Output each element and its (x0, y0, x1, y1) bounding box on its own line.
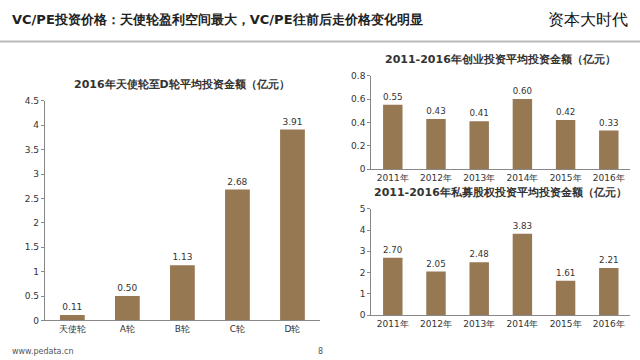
svg-text:0.11: 0.11 (62, 302, 82, 312)
svg-text:1.5: 1.5 (25, 242, 39, 252)
svg-text:www.pedata.cn: www.pedata.cn (12, 347, 73, 356)
svg-text:2013年: 2013年 (463, 319, 495, 329)
svg-text:2.05: 2.05 (426, 259, 445, 269)
svg-text:0.42: 0.42 (556, 107, 575, 117)
svg-text:2016年天使轮至D轮平均投资金额（亿元）: 2016年天使轮至D轮平均投资金额（亿元） (74, 78, 290, 91)
svg-text:B轮: B轮 (175, 324, 190, 334)
svg-text:2: 2 (33, 218, 39, 228)
svg-text:3: 3 (360, 246, 366, 256)
svg-text:5: 5 (360, 204, 366, 214)
svg-text:2.5: 2.5 (25, 194, 39, 204)
svg-text:C轮: C轮 (230, 324, 245, 334)
svg-text:0.2: 0.2 (351, 141, 365, 151)
svg-text:2014年: 2014年 (506, 319, 538, 329)
svg-text:2.21: 2.21 (599, 255, 618, 265)
svg-text:4.5: 4.5 (25, 96, 39, 106)
svg-text:天使轮: 天使轮 (59, 324, 86, 334)
svg-text:0.60: 0.60 (513, 86, 532, 96)
svg-text:2011-2016年私募股权投资平均投资金额（亿元）: 2011-2016年私募股权投资平均投资金额（亿元） (374, 186, 627, 199)
svg-text:2011年: 2011年 (377, 173, 409, 183)
svg-text:1.61: 1.61 (556, 268, 575, 278)
svg-text:3.5: 3.5 (25, 145, 39, 155)
svg-text:2013年: 2013年 (463, 173, 495, 183)
svg-text:0: 0 (33, 316, 39, 326)
svg-text:0.4: 0.4 (351, 118, 366, 128)
svg-text:0.43: 0.43 (426, 106, 445, 116)
svg-text:3.91: 3.91 (282, 117, 302, 127)
svg-text:2011年: 2011年 (377, 319, 409, 329)
svg-text:2016年: 2016年 (593, 319, 625, 329)
svg-text:2.68: 2.68 (227, 177, 247, 187)
svg-text:2014年: 2014年 (506, 173, 538, 183)
svg-text:0.8: 0.8 (351, 71, 366, 81)
svg-text:D轮: D轮 (285, 324, 301, 334)
svg-text:0.55: 0.55 (383, 92, 402, 102)
svg-text:2: 2 (360, 268, 366, 278)
svg-text:3.83: 3.83 (513, 221, 532, 231)
svg-text:0: 0 (360, 164, 366, 174)
svg-text:0.5: 0.5 (25, 291, 39, 301)
svg-text:0.6: 0.6 (351, 94, 366, 104)
svg-text:2015年: 2015年 (550, 173, 582, 183)
svg-text:资本大时代: 资本大时代 (548, 10, 628, 29)
svg-text:2012年: 2012年 (420, 173, 452, 183)
svg-text:1: 1 (360, 289, 366, 299)
svg-text:0.41: 0.41 (469, 108, 488, 118)
svg-text:2011-2016年创业投资平均投资金额（亿元）: 2011-2016年创业投资平均投资金额（亿元） (385, 53, 616, 66)
svg-text:2015年: 2015年 (550, 319, 582, 329)
svg-text:4: 4 (33, 120, 39, 130)
svg-text:1.13: 1.13 (172, 252, 192, 262)
svg-text:1: 1 (33, 267, 39, 277)
svg-text:2.70: 2.70 (383, 245, 402, 255)
svg-text:2.48: 2.48 (469, 249, 488, 259)
svg-text:0: 0 (360, 310, 366, 320)
svg-text:2012年: 2012年 (420, 319, 452, 329)
svg-text:3: 3 (33, 169, 39, 179)
svg-text:2016年: 2016年 (593, 173, 625, 183)
svg-text:8: 8 (318, 347, 323, 356)
svg-text:0.50: 0.50 (117, 283, 137, 293)
svg-text:0.33: 0.33 (599, 118, 618, 128)
svg-text:A轮: A轮 (120, 324, 135, 334)
svg-text:VC/PE投资价格：天使轮盈利空间最大，VC/PE往前后走价: VC/PE投资价格：天使轮盈利空间最大，VC/PE往前后走价格变化明显 (12, 12, 423, 27)
svg-text:4: 4 (360, 225, 366, 235)
